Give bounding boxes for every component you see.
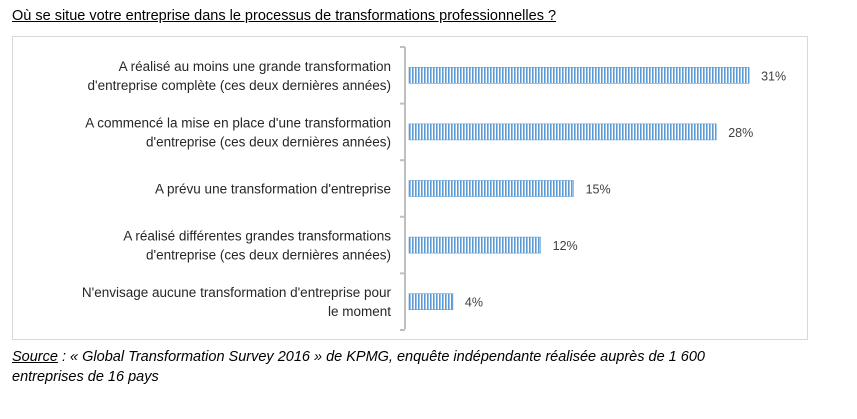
chart-title: Où se situe votre entreprise dans le pro… bbox=[12, 8, 557, 24]
category-label: d'entreprise complète (ces deux dernière… bbox=[88, 78, 392, 93]
bar bbox=[408, 180, 574, 197]
category-label: A prévu une transformation d'entreprise bbox=[155, 182, 391, 197]
data-label: 31% bbox=[761, 69, 786, 83]
source-text: : « Global Transformation Survey 2016 » … bbox=[12, 349, 705, 385]
data-label: 12% bbox=[553, 239, 578, 253]
category-label: A réalisé différentes grandes transforma… bbox=[123, 229, 391, 244]
chart-area: 31% A réalisé au moins une grande transfo… bbox=[12, 36, 808, 340]
data-label: 15% bbox=[586, 183, 611, 197]
category-label: le moment bbox=[328, 304, 391, 319]
bar bbox=[408, 66, 750, 84]
data-label: 28% bbox=[728, 126, 753, 140]
bar-chart: 31% A réalisé au moins une grande transfo… bbox=[82, 46, 786, 331]
source-label: Source bbox=[12, 349, 58, 365]
bar bbox=[408, 123, 717, 141]
bar bbox=[408, 236, 541, 254]
category-label: d'entreprise (ces deux dernières années) bbox=[146, 248, 391, 263]
category-label: d'entreprise (ces deux dernières années) bbox=[146, 134, 391, 149]
data-label: 4% bbox=[465, 296, 483, 310]
category-label: N'envisage aucune transformation d'entre… bbox=[82, 285, 392, 300]
category-label: A commencé la mise en place d'une transf… bbox=[85, 115, 391, 130]
source-note: Source : « Global Transformation Survey … bbox=[12, 347, 772, 387]
bar bbox=[408, 293, 454, 311]
category-label: A réalisé au moins une grande transforma… bbox=[119, 59, 391, 74]
